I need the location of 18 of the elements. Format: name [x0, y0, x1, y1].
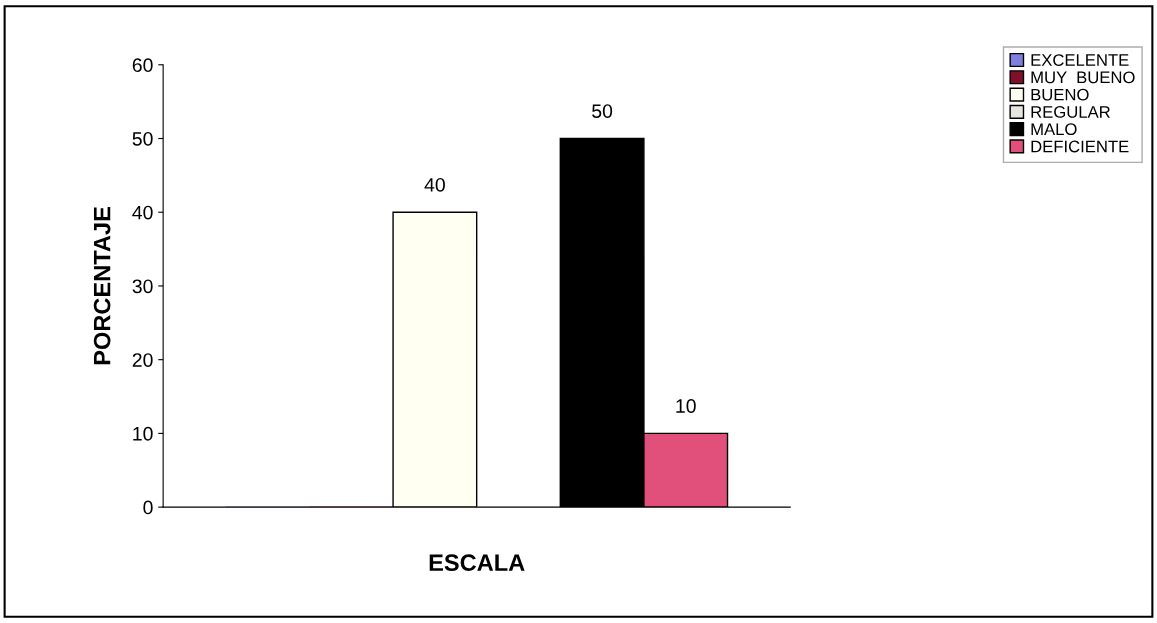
- data-label: 40: [424, 177, 445, 192]
- legend-label: EXCELENTE: [1031, 54, 1129, 66]
- y-tick-label: 0: [143, 500, 153, 515]
- legend-label: REGULAR: [1031, 106, 1110, 118]
- legend-label: BUENO: [1031, 88, 1089, 101]
- y-tick-label: 50: [132, 131, 153, 146]
- y-tick-label: 40: [132, 205, 153, 220]
- legend-label: MUY BUENO: [1031, 71, 1135, 84]
- x-axis-title: ESCALA: [429, 554, 525, 571]
- legend-label: MALO: [1031, 123, 1077, 136]
- y-axis-title: PORCENTAJE: [93, 207, 111, 365]
- y-tick-label: 30: [132, 279, 153, 294]
- data-label: 50: [592, 104, 613, 118]
- y-tick-label: 20: [132, 353, 153, 367]
- y-tick-label: 60: [132, 58, 153, 73]
- data-label: 10: [676, 399, 696, 413]
- y-tick-label: 10: [133, 426, 153, 441]
- legend-label: DEFICIENTE: [1031, 140, 1129, 153]
